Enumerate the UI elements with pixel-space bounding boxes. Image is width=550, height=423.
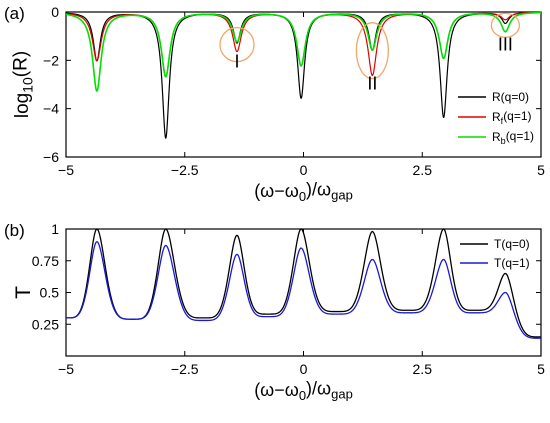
highlight-ellipse xyxy=(490,12,521,38)
y-tick-label: −4 xyxy=(43,101,59,117)
highlight-ellipse xyxy=(219,26,255,63)
y-tick-label: 0.25 xyxy=(32,316,59,332)
highlight-ellipse xyxy=(355,22,390,80)
plot-frame xyxy=(65,228,542,357)
y-tick-label: −2 xyxy=(43,52,59,68)
panel-a: −5 −2.5 0 2.5 50−2−4−6(ω−ω0)/ωgaplog10(R)(a)… xyxy=(4,4,545,204)
annotation-label: I xyxy=(234,52,239,72)
legend-entry: T(q=0) xyxy=(494,237,530,251)
y-tick-label: 0.5 xyxy=(40,285,60,301)
x-tick-label: 2.5 xyxy=(413,361,433,377)
legend-entry: T(q=1) xyxy=(494,256,530,270)
y-axis-label-part-1: 10 xyxy=(19,77,35,93)
legend-entry-part-0: R xyxy=(492,130,501,144)
legend-entry: Rb(q=1) xyxy=(492,129,534,146)
x-tick-label: 5 xyxy=(537,162,545,178)
x-tick-label: −2.5 xyxy=(171,361,199,377)
y-tick-label: 0.75 xyxy=(32,253,59,269)
legend-entry-part-1: f xyxy=(501,116,504,126)
x-tick-label: 0 xyxy=(300,361,308,377)
series-line-2 xyxy=(65,11,542,92)
series-line-1 xyxy=(65,241,542,339)
x-tick-label: 2.5 xyxy=(413,162,433,178)
y-axis-label-part-0: T xyxy=(12,286,35,299)
y-axis-label-part-2: (R) xyxy=(10,51,31,77)
y-axis-label-part-0: log xyxy=(12,93,33,118)
legend-entry-part-1: b xyxy=(501,136,506,146)
y-tick-label: −6 xyxy=(43,149,59,165)
x-axis-label-part-3: gap xyxy=(331,188,353,203)
y-tick-label: 1 xyxy=(51,221,59,237)
y-axis-label: log10(R) xyxy=(10,51,35,118)
legend-entry-part-2: (q=1) xyxy=(506,129,534,143)
x-axis-label-part-3: gap xyxy=(331,387,353,402)
legend-entry: Rf(q=1) xyxy=(492,109,532,126)
legend-entry-part-0: R(q=0) xyxy=(492,90,529,104)
y-axis-label: T xyxy=(12,286,35,299)
x-axis-label-part-2: )/ω xyxy=(306,378,331,398)
x-axis-label-part-1: 0 xyxy=(299,189,306,204)
annotation-label: III xyxy=(498,35,513,55)
annotation-label: II xyxy=(367,73,377,93)
series-line-0 xyxy=(65,11,542,139)
legend-entry-part-0: T(q=1) xyxy=(494,256,530,270)
x-tick-label: −5 xyxy=(58,361,74,377)
panel-label: (a) xyxy=(4,4,25,23)
legend-entry: R(q=0) xyxy=(492,90,529,104)
x-axis-label: (ω−ω0)/ωgap xyxy=(254,378,353,403)
legend-entry-part-0: T(q=0) xyxy=(494,237,530,251)
y-tick-label: 0 xyxy=(51,4,59,20)
legend-entry-part-2: (q=1) xyxy=(503,109,531,123)
x-tick-label: −2.5 xyxy=(171,162,199,178)
x-axis-label: (ω−ω0)/ωgap xyxy=(254,179,353,204)
series-line-0 xyxy=(65,228,542,338)
x-axis-label-part-2: )/ω xyxy=(306,179,331,199)
x-axis-label-part-0: (ω−ω xyxy=(254,380,299,400)
panel-label: (b) xyxy=(4,221,25,240)
series-line-1 xyxy=(65,11,542,78)
legend-entry-part-0: R xyxy=(492,110,501,124)
x-tick-label: 0 xyxy=(300,162,308,178)
x-tick-label: −5 xyxy=(58,162,74,178)
x-tick-label: 5 xyxy=(537,361,545,377)
x-axis-label-part-0: (ω−ω xyxy=(254,181,299,201)
panel-b: −5 −2.5 0 2.5 5 0.25 0.5 0.75 1 (ω−ω0)/ωgap T (b) T(… xyxy=(4,221,545,403)
x-axis-label-part-1: 0 xyxy=(299,388,306,403)
